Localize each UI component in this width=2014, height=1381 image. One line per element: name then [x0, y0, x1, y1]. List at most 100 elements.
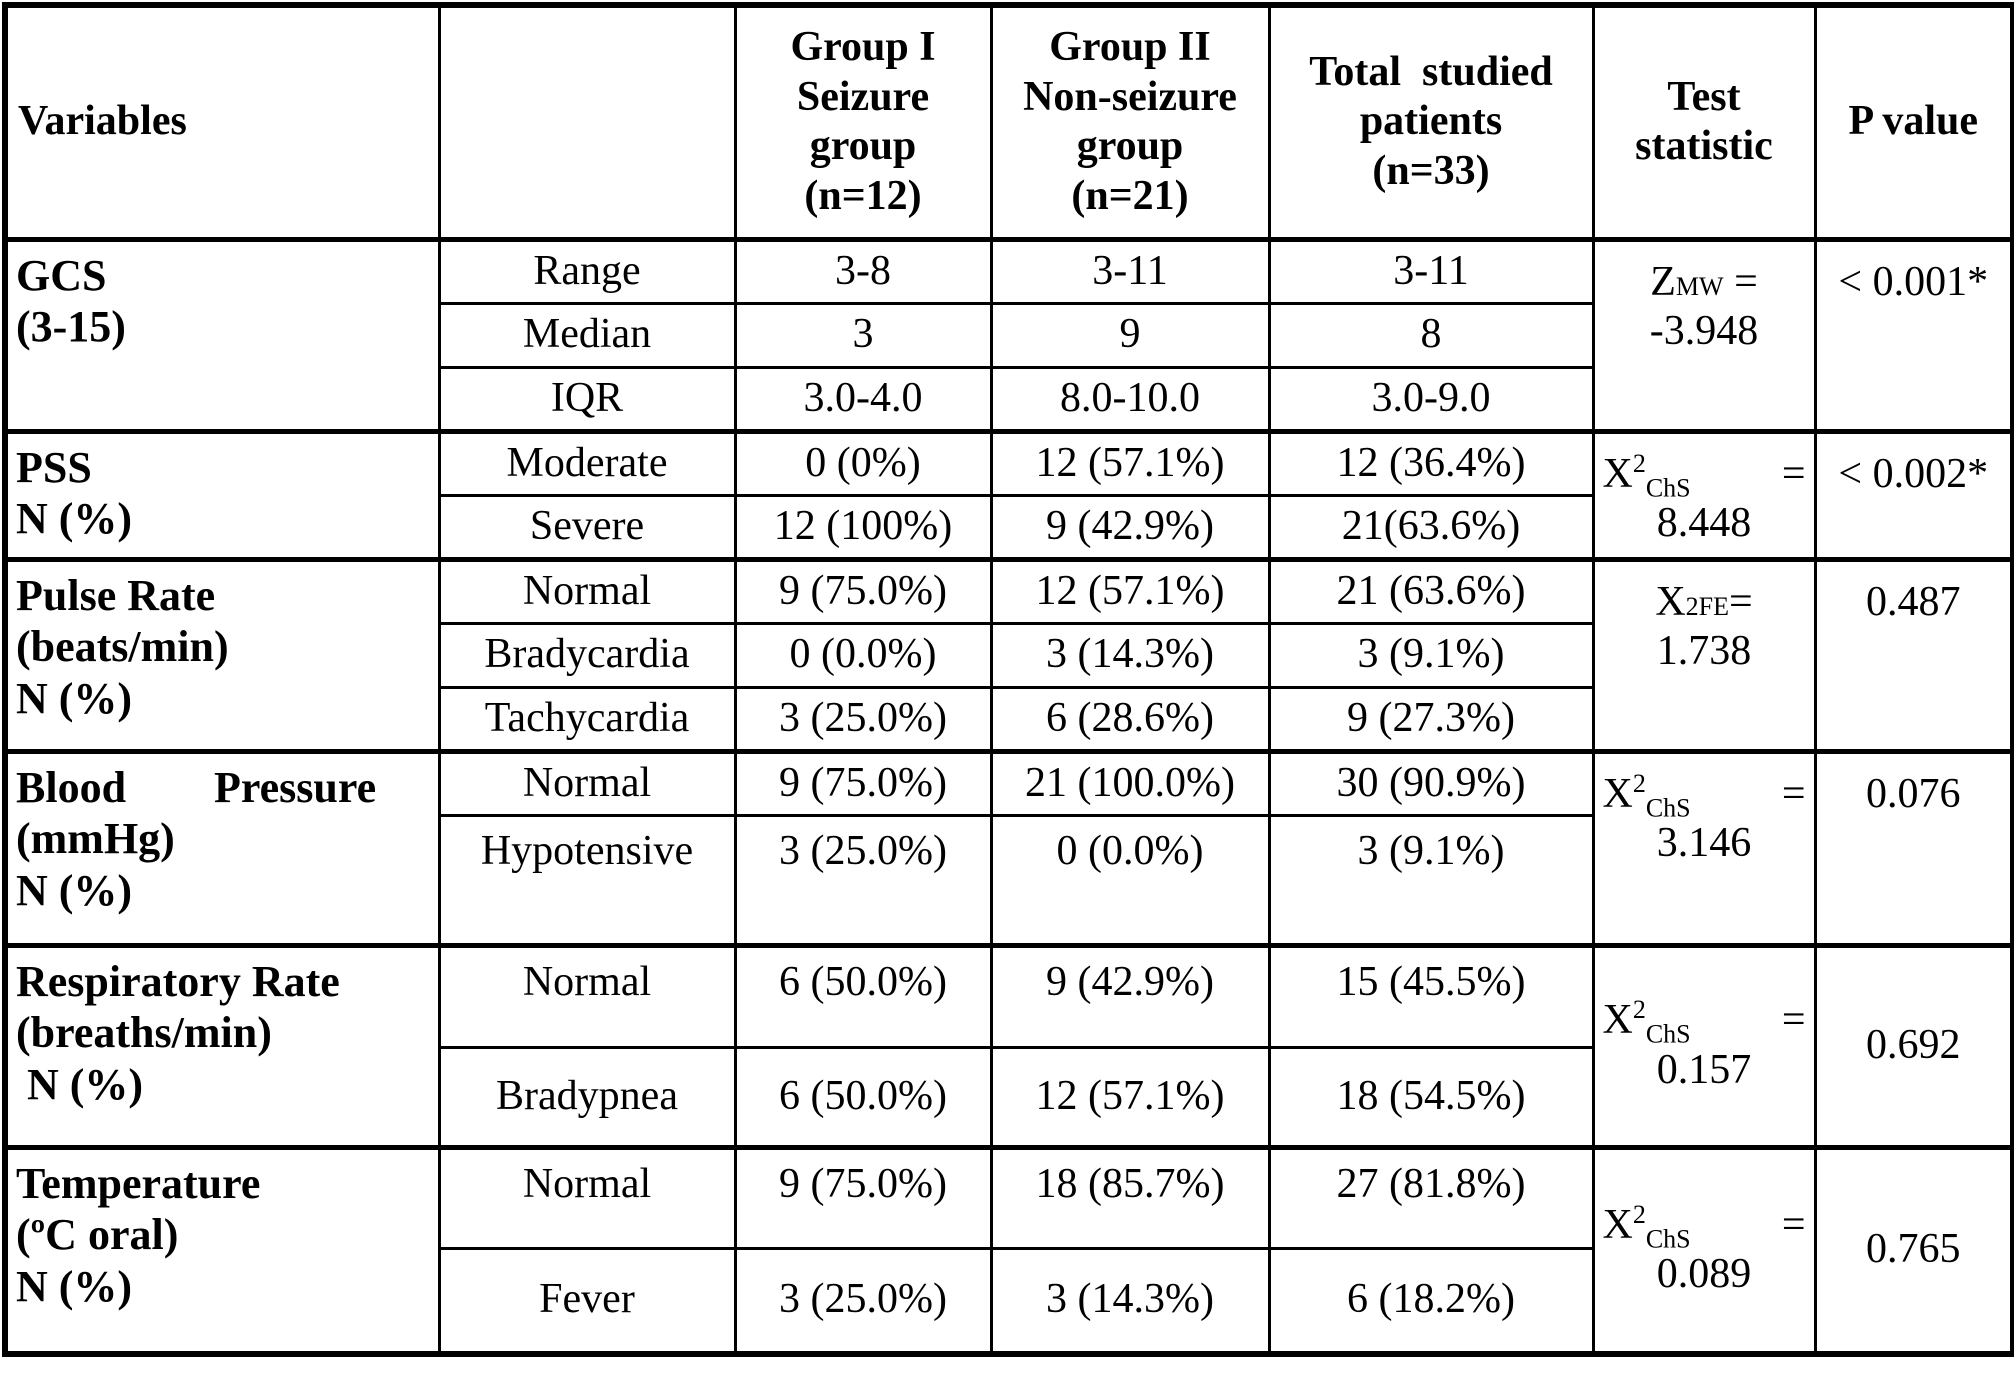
- test-statistic-equals: =: [1781, 770, 1806, 817]
- table-row: Fever 3 (25.0%) 3 (14.3%) 6 (18.2%): [5, 1246, 2013, 1356]
- total-value-cell: 9 (27.3%): [1267, 685, 1595, 753]
- test-statistic-value: 1.738: [1656, 628, 1752, 675]
- test-statistic-equals: =: [1723, 258, 1758, 305]
- test-statistic-cell: Z MW = -3.948: [1591, 236, 1817, 433]
- test-statistic-base: X2ChS: [1602, 1199, 1691, 1254]
- test-statistic-cell: X2ChS = 0.089: [1591, 1144, 1817, 1356]
- test-statistic-sup: 2: [1632, 448, 1646, 478]
- header-group1: Group I Seizure group (n=12): [733, 3, 993, 241]
- total-value-cell: 8: [1267, 301, 1595, 369]
- group2-value-cell: 12 (57.1%): [989, 1045, 1271, 1149]
- test-statistic-base: X: [1655, 578, 1686, 625]
- sub-label-cell: Normal: [437, 942, 737, 1049]
- test-statistic-sub: ChS: [1645, 472, 1691, 502]
- variable-cell-pss: PSS N (%): [3, 428, 441, 561]
- p-value-cell: 0.487: [1813, 556, 2014, 753]
- sub-label-cell: IQR: [437, 365, 737, 433]
- variable-cell-pulse-rate: Pulse Rate (beats/min) N (%): [3, 556, 441, 753]
- group1-value-cell: 12 (100%): [733, 493, 993, 561]
- group2-value-cell: 18 (85.7%): [989, 1144, 1271, 1250]
- total-value-cell: 6 (18.2%): [1267, 1246, 1595, 1356]
- test-statistic-sup: 2: [1632, 768, 1646, 798]
- group1-value-cell: 3 (25.0%): [733, 685, 993, 753]
- group1-value-cell: 3 (25.0%): [733, 813, 993, 947]
- test-statistic-equals: =: [1781, 1201, 1806, 1248]
- table-row: PSS N (%) Moderate 0 (0%) 12 (57.1%) 12 …: [3, 428, 2014, 561]
- test-statistic-value: 0.157: [1656, 1047, 1752, 1093]
- table-row: Severe 12 (100%) 9 (42.9%) 21(63.6%): [5, 493, 2013, 561]
- test-statistic-symbol: X2ChS =: [1599, 1201, 1810, 1251]
- group1-value-cell: 6 (50.0%): [733, 1045, 993, 1149]
- test-statistic-cell: X2ChS = 3.146: [1591, 748, 1817, 947]
- total-value-cell: 12 (36.4%): [1267, 428, 1595, 497]
- sub-label-cell: Normal: [437, 1144, 737, 1250]
- group1-value-cell: 3 (25.0%): [733, 1246, 993, 1356]
- table-row: IQR 3.0-4.0 8.0-10.0 3.0-9.0: [5, 365, 2013, 433]
- p-value-cell: < 0.002*: [1813, 428, 2014, 561]
- group2-value-cell: 3 (14.3%): [989, 621, 1271, 689]
- sub-label-cell: Bradycardia: [437, 621, 737, 689]
- test-statistic-symbol: X 2 FE =: [1599, 578, 1810, 628]
- table-row: Blood Pressure (mmHg) N (%) Normal 9 (75…: [3, 748, 2014, 947]
- sub-label-cell: Normal: [437, 556, 737, 625]
- variable-cell-temperature: Temperature (ºC oral) N (%): [3, 1144, 441, 1356]
- table-row: Respiratory Rate (breaths/min) N (%) Nor…: [3, 942, 2014, 1149]
- p-value-cell: 0.765: [1813, 1144, 2014, 1356]
- total-value-cell: 3.0-9.0: [1267, 365, 1595, 433]
- table-row: Temperature (ºC oral) N (%) Normal 9 (75…: [3, 1144, 2014, 1356]
- header-group2: Group II Non-seizure group (n=21): [989, 3, 1271, 241]
- variable-cell-blood-pressure: Blood Pressure (mmHg) N (%): [3, 748, 441, 947]
- test-statistic-cell: X 2 FE = 1.738: [1591, 556, 1817, 753]
- test-statistic-sub: ChS: [1645, 792, 1691, 822]
- variable-cell-respiratory-rate: Respiratory Rate (breaths/min) N (%): [3, 942, 441, 1149]
- total-value-cell: 21 (63.6%): [1267, 556, 1595, 625]
- test-statistic-symbol: X2ChS =: [1599, 770, 1810, 820]
- total-value-cell: 21(63.6%): [1267, 493, 1595, 561]
- variable-cell-gcs: GCS (3-15): [3, 236, 441, 433]
- test-statistic-base: X2ChS: [1602, 448, 1691, 502]
- test-statistic-symbol: Z MW =: [1599, 258, 1810, 308]
- group1-value-cell: 3: [733, 301, 993, 369]
- group2-value-cell: 12 (57.1%): [989, 428, 1271, 497]
- sub-label-cell: Range: [437, 236, 737, 305]
- group2-value-cell: 3 (14.3%): [989, 1246, 1271, 1356]
- table-row: Pulse Rate (beats/min) N (%) Normal 9 (7…: [3, 556, 2014, 753]
- group1-value-cell: 0 (0%): [733, 428, 993, 497]
- test-statistic-equals: =: [1781, 450, 1806, 497]
- header-total: Total studied patients (n=33): [1267, 3, 1595, 241]
- test-statistic-base: X2ChS: [1602, 768, 1691, 822]
- table-row: GCS (3-15) Range 3-8 3-11 3-11 Z MW = -3.…: [3, 236, 2014, 433]
- table-row: Bradypnea 6 (50.0%) 12 (57.1%) 18 (54.5%…: [5, 1045, 2013, 1149]
- test-statistic-sub: ChS: [1645, 1019, 1691, 1049]
- test-statistic-equals: =: [1781, 997, 1806, 1044]
- test-statistic-value: 8.448: [1656, 500, 1752, 547]
- test-statistic-symbol: X2ChS =: [1599, 450, 1810, 500]
- test-statistic-base: X2ChS: [1602, 995, 1691, 1049]
- group1-value-cell: 0 (0.0%): [733, 621, 993, 689]
- group1-value-cell: 6 (50.0%): [733, 942, 993, 1049]
- group2-value-cell: 21 (100.0%): [989, 748, 1271, 817]
- total-value-cell: 15 (45.5%): [1267, 942, 1595, 1049]
- total-value-cell: 3 (9.1%): [1267, 621, 1595, 689]
- sub-label-cell: Severe: [437, 493, 737, 561]
- test-statistic-equals: =: [1729, 578, 1753, 625]
- total-value-cell: 18 (54.5%): [1267, 1045, 1595, 1149]
- table-row: Tachycardia 3 (25.0%) 6 (28.6%) 9 (27.3%…: [5, 685, 2013, 753]
- sub-label-cell: Hypotensive: [437, 813, 737, 947]
- group1-value-cell: 9 (75.0%): [733, 748, 993, 817]
- sub-label-cell: Fever: [437, 1246, 737, 1356]
- test-statistic-symbol: X2ChS =: [1599, 995, 1810, 1049]
- header-row: Variables Group I Seizure group (n=12) G…: [3, 3, 2014, 241]
- sub-label-cell: Normal: [437, 748, 737, 817]
- total-value-cell: 3-11: [1267, 236, 1595, 305]
- test-statistic-cell: X2ChS = 0.157: [1591, 942, 1817, 1149]
- group2-value-cell: 9 (42.9%): [989, 942, 1271, 1049]
- table-row: Bradycardia 0 (0.0%) 3 (14.3%) 3 (9.1%): [5, 621, 2013, 689]
- group1-value-cell: 9 (75.0%): [733, 1144, 993, 1250]
- group2-value-cell: 9 (42.9%): [989, 493, 1271, 561]
- test-statistic-sup: 2: [1632, 995, 1646, 1025]
- header-p-value: P value: [1813, 3, 2014, 241]
- group2-value-cell: 9: [989, 301, 1271, 369]
- group2-value-cell: 0 (0.0%): [989, 813, 1271, 947]
